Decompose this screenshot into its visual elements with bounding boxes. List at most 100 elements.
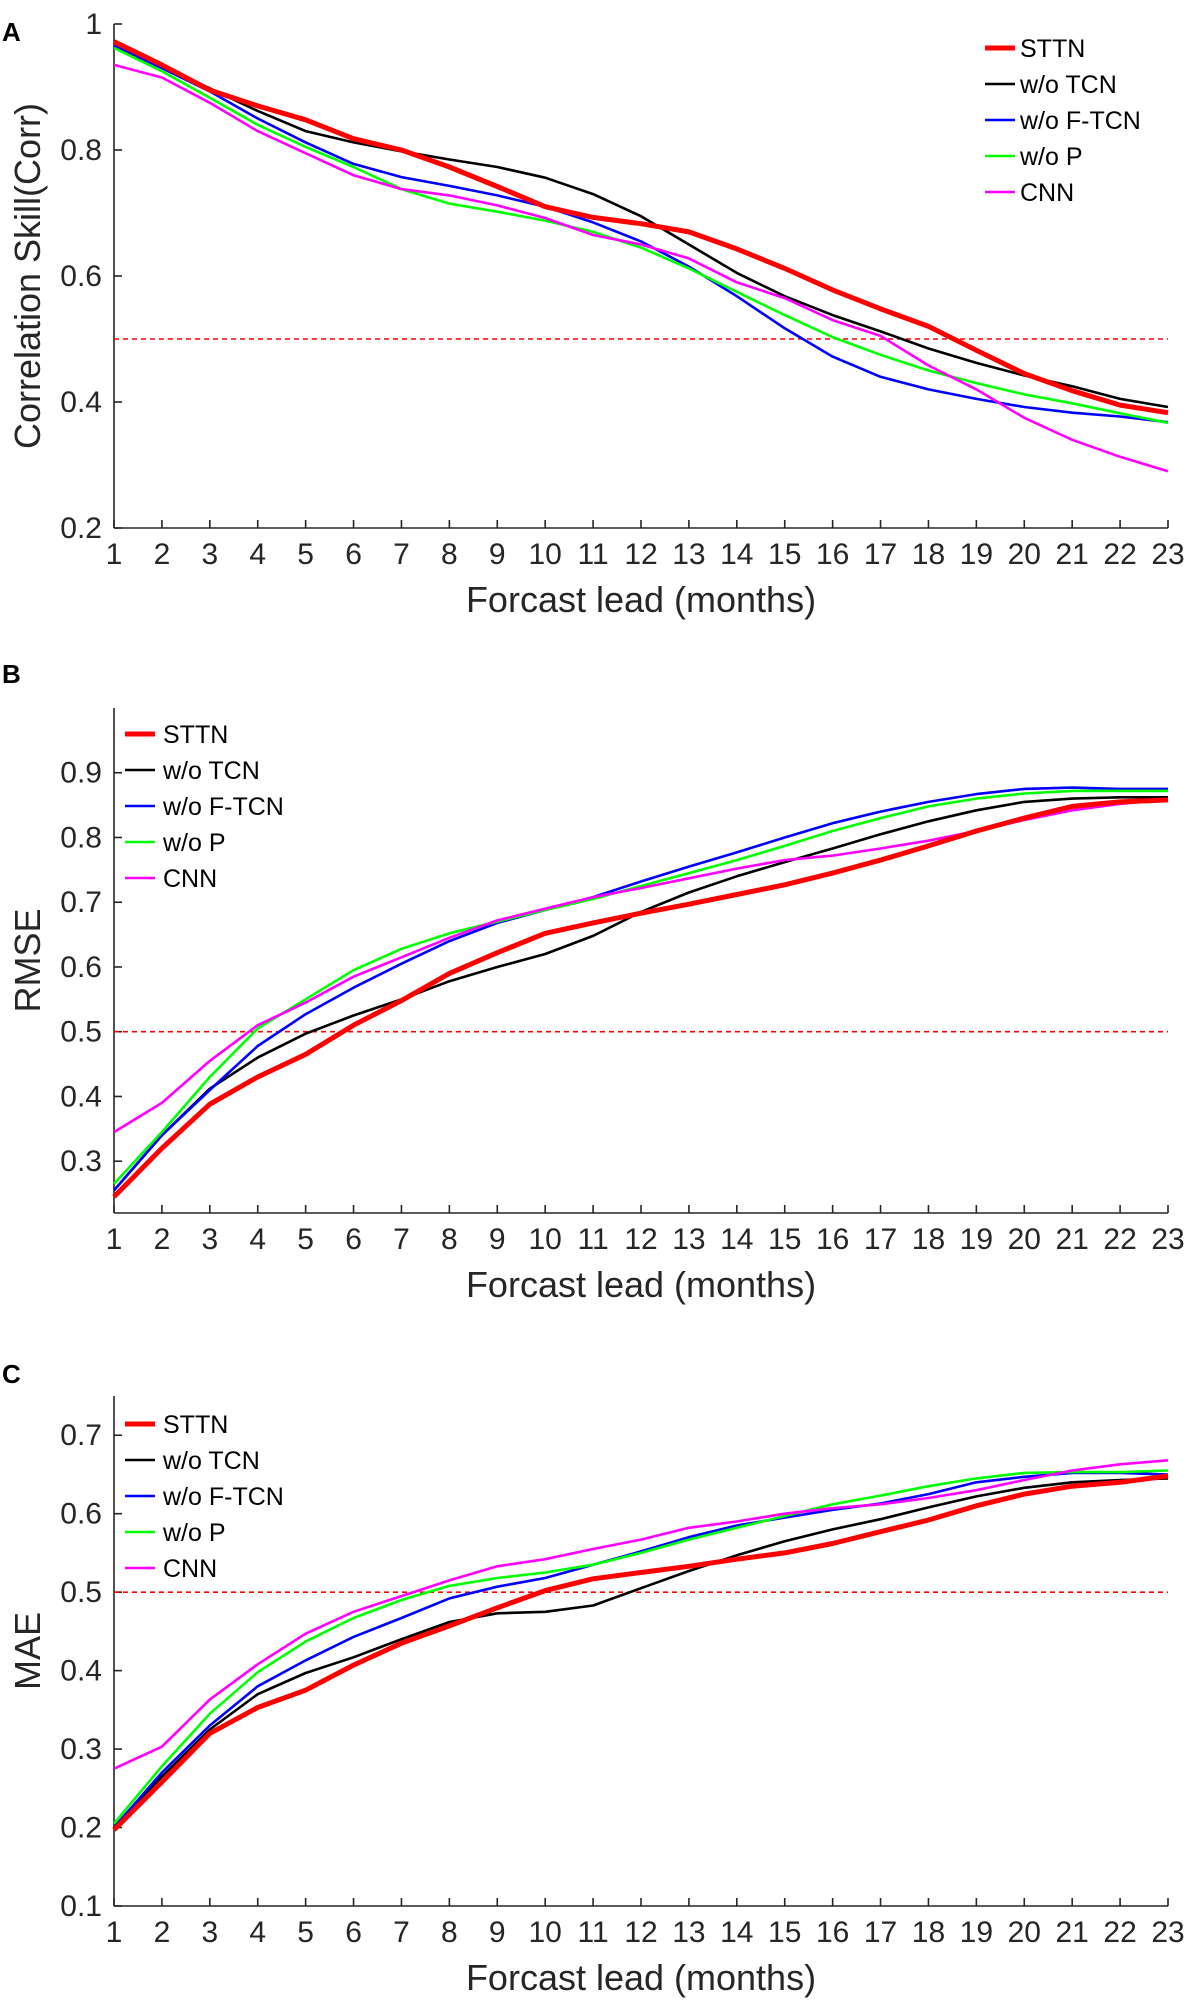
y-tick-label: 0.8 (60, 821, 102, 854)
x-tick-label: 10 (528, 1223, 561, 1256)
x-tick-label: 5 (297, 1916, 314, 1949)
x-tick-label: 8 (441, 1223, 458, 1256)
series-line-cnn (113, 798, 1169, 1134)
y-tick-label: 0.5 (60, 1576, 102, 1609)
x-tick-label: 11 (578, 1223, 609, 1256)
x-tick-label: 12 (624, 1916, 657, 1949)
legend-label-w-o-f-tcn: w/o F-TCN (162, 1483, 284, 1511)
y-tick-label: 0.4 (60, 386, 102, 419)
x-tick-label: 14 (720, 1223, 753, 1256)
panel-letter: A (2, 17, 21, 47)
x-tick-label: 3 (201, 1223, 218, 1256)
legend: STTN w/o TCN w/o F-TCN w/o P CNN (985, 35, 1141, 207)
series-line-w-o-f-tcn (113, 44, 1169, 424)
x-axis-title: Forcast lead (months) (466, 579, 816, 620)
x-tick-label: 9 (489, 538, 506, 571)
y-axis-title: RMSE (7, 908, 48, 1012)
y-tick-label: 0.4 (60, 1080, 102, 1113)
x-tick-label: 19 (960, 538, 993, 571)
legend-label-w-o-f-tcn: w/o F-TCN (1019, 107, 1141, 135)
series-line-sttn (112, 797, 1169, 1199)
x-tick-label: 17 (864, 1916, 897, 1949)
x-tick-label: 3 (201, 538, 218, 571)
x-tick-label: 21 (1055, 538, 1088, 571)
x-tick-label: 15 (768, 538, 801, 571)
x-tick-label: 2 (154, 1916, 171, 1949)
panel-a: A1 2 3 4 5 6 7 8 9 10 11 12 13 14 15 16 17 18 19 20 21 22 230.… (2, 8, 1185, 620)
panel-letter: C (2, 1359, 21, 1389)
x-tick-label: 1 (106, 1916, 123, 1949)
y-axis-title: Correlation Skill(Corr) (7, 103, 48, 449)
x-tick-label: 18 (912, 1223, 945, 1256)
series-line-w-o-p (113, 46, 1169, 425)
y-tick-label: 0.3 (60, 1733, 102, 1766)
y-tick-label: 0.2 (60, 1812, 102, 1845)
x-tick-label: 7 (393, 1223, 410, 1256)
x-tick-label: 13 (672, 538, 705, 571)
y-tick-label: 0.7 (60, 1419, 102, 1452)
y-tick-label: 0.4 (60, 1655, 102, 1688)
x-tick-label: 20 (1008, 1916, 1041, 1949)
x-tick-label: 4 (249, 538, 266, 571)
legend: STTN w/o TCN w/o F-TCN w/o P CNN (125, 1411, 284, 1583)
x-tick-label: 11 (578, 538, 609, 571)
y-tick-label: 0.3 (60, 1145, 102, 1178)
legend-label-w-o-p: w/o P (162, 1519, 226, 1547)
series-line-w-o-p (113, 789, 1168, 1185)
x-tick-label: 19 (960, 1223, 993, 1256)
x-tick-label: 6 (345, 1916, 362, 1949)
x-tick-label: 17 (864, 1223, 897, 1256)
x-tick-label: 16 (816, 538, 849, 571)
x-axis-title: Forcast lead (months) (466, 1264, 816, 1305)
series-line-cnn (113, 63, 1169, 473)
x-tick-label: 23 (1151, 538, 1184, 571)
x-tick-label: 6 (345, 538, 362, 571)
x-tick-label: 6 (345, 1223, 362, 1256)
x-tick-label: 18 (912, 1916, 945, 1949)
y-tick-label: 0.7 (60, 886, 102, 919)
panel-letter: B (2, 659, 21, 689)
y-tick-label: 0.2 (60, 512, 102, 545)
x-tick-label: 12 (624, 1223, 657, 1256)
series-line-w-o-tcn (113, 44, 1169, 409)
x-tick-label: 14 (720, 538, 753, 571)
x-tick-label: 4 (249, 1223, 266, 1256)
y-tick-label: 0.5 (60, 1016, 102, 1049)
x-tick-label: 22 (1103, 1916, 1136, 1949)
x-tick-label: 18 (912, 538, 945, 571)
x-tick-label: 16 (816, 1223, 849, 1256)
legend-label-w-o-tcn: w/o TCN (162, 1447, 260, 1475)
legend-label-w-o-p: w/o P (1019, 143, 1083, 171)
y-tick-label: 0.1 (60, 1890, 102, 1923)
y-tick-label: 0.6 (60, 260, 102, 293)
x-tick-label: 8 (441, 538, 458, 571)
y-tick-label: 0.6 (60, 1498, 102, 1531)
legend-label-w-o-p: w/o P (162, 829, 226, 857)
x-tick-label: 20 (1008, 1223, 1041, 1256)
series-line-w-o-f-tcn (113, 786, 1168, 1192)
x-tick-label: 9 (489, 1916, 506, 1949)
x-tick-label: 10 (528, 538, 561, 571)
x-tick-label: 9 (489, 1223, 506, 1256)
x-tick-label: 22 (1103, 538, 1136, 571)
x-tick-label: 20 (1008, 538, 1041, 571)
x-tick-label: 4 (249, 1916, 266, 1949)
series-line-w-o-tcn (113, 1477, 1169, 1829)
legend-label-w-o-tcn: w/o TCN (162, 757, 260, 785)
y-tick-label: 0.8 (60, 134, 102, 167)
x-tick-label: 1 (106, 1223, 123, 1256)
legend-label-sttn: STTN (163, 1411, 228, 1439)
x-tick-label: 13 (672, 1916, 705, 1949)
x-tick-label: 3 (201, 1916, 218, 1949)
x-tick-label: 15 (768, 1916, 801, 1949)
x-tick-label: 14 (720, 1916, 753, 1949)
x-tick-label: 12 (624, 538, 657, 571)
x-tick-label: 2 (154, 538, 171, 571)
x-tick-label: 5 (297, 1223, 314, 1256)
x-tick-label: 23 (1151, 1223, 1184, 1256)
x-tick-label: 7 (393, 1916, 410, 1949)
legend-label-cnn: CNN (163, 865, 217, 893)
y-axis-title: MAE (7, 1612, 48, 1690)
y-tick-label: 0.6 (60, 951, 102, 984)
